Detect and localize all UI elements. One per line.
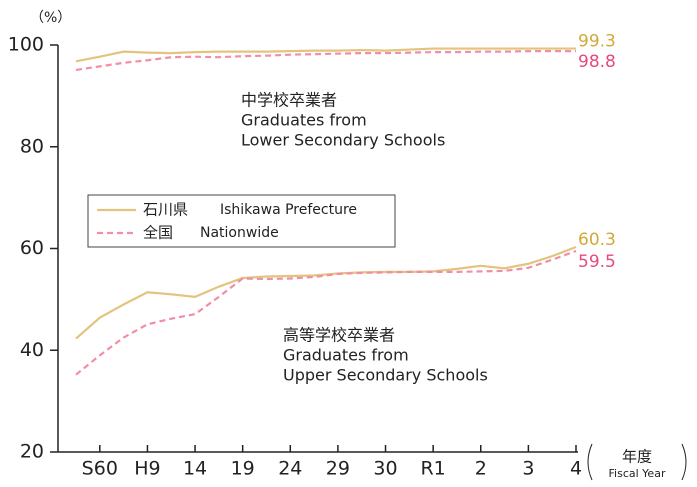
y-tick-label: 80 xyxy=(20,135,44,157)
x-tick-label: H9 xyxy=(134,458,160,480)
end-label: 98.8 xyxy=(578,52,616,72)
legend-label-en: Nationwide xyxy=(200,225,279,241)
legend-label: 石川県 xyxy=(143,201,188,219)
annotation: Graduates from xyxy=(241,111,367,130)
x-tick-label: 3 xyxy=(522,458,534,480)
series-line xyxy=(75,245,577,340)
end-label: 59.5 xyxy=(578,252,616,272)
x-tick-label: S60 xyxy=(82,458,118,480)
y-tick-label: 20 xyxy=(20,441,44,463)
series-line xyxy=(75,47,576,63)
y-tick-label: 60 xyxy=(20,237,44,259)
paren xyxy=(681,443,687,481)
x-tick-label: R1 xyxy=(420,458,445,480)
annotation: Lower Secondary Schools xyxy=(241,131,445,150)
x-tick-label: 24 xyxy=(278,458,302,480)
x-tick-label: 4 xyxy=(570,458,582,480)
annotation: Graduates from xyxy=(283,346,409,365)
x-tick-label: 30 xyxy=(373,458,397,480)
x-label: 年度 xyxy=(622,448,652,466)
x-label-en: Fiscal Year xyxy=(609,467,666,480)
x-tick-label: 19 xyxy=(231,458,255,480)
series-line xyxy=(75,50,576,72)
legend-box xyxy=(87,194,396,248)
legend-label: 全国 xyxy=(143,224,173,242)
annotation: Upper Secondary Schools xyxy=(283,366,488,385)
end-label: 99.3 xyxy=(578,32,616,52)
x-tick-label: 2 xyxy=(475,458,487,480)
paren xyxy=(587,443,593,481)
y-tick-label: 40 xyxy=(20,339,44,361)
y-tick-label: 100 xyxy=(8,34,44,56)
end-label: 60.3 xyxy=(578,230,616,250)
legend-label-en: Ishikawa Prefecture xyxy=(220,202,357,218)
y-unit: （%） xyxy=(30,10,71,26)
annotation: 高等学校卒業者 xyxy=(283,326,395,345)
x-tick-label: 14 xyxy=(183,458,207,480)
x-tick-label: 29 xyxy=(326,458,350,480)
annotation: 中学校卒業者 xyxy=(241,91,337,110)
